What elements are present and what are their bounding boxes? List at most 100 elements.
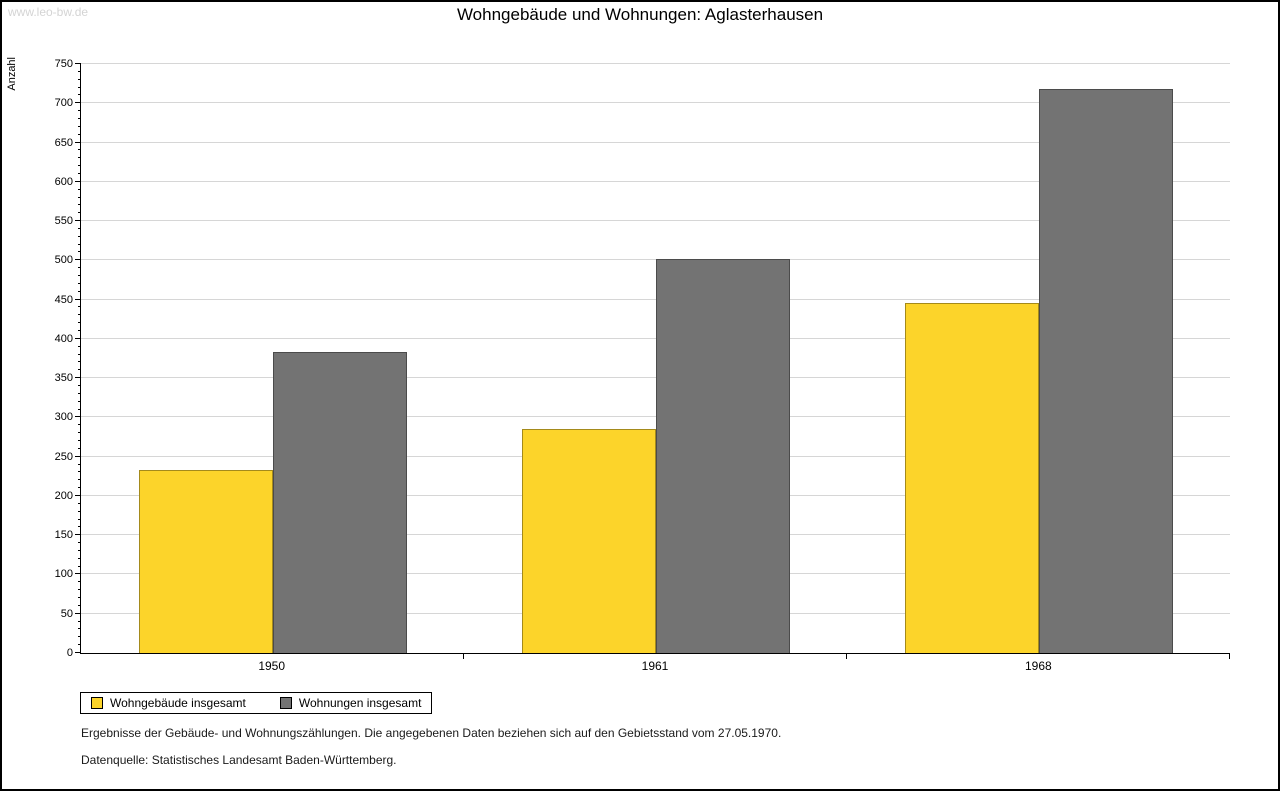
- y-tick-minor: [78, 345, 81, 347]
- y-tick-label: 0: [66, 647, 73, 659]
- y-tick-minor: [78, 353, 81, 355]
- y-tick-minor: [78, 125, 81, 127]
- y-tick-major: [75, 534, 81, 536]
- legend-item-wohnungen: Wohnungen insgesamt: [279, 696, 422, 710]
- y-tick-major: [75, 63, 81, 64]
- y-tick-minor: [78, 597, 81, 599]
- y-tick-label: 600: [54, 175, 73, 188]
- y-tick-minor: [78, 463, 81, 465]
- y-tick-minor: [78, 282, 81, 284]
- y-tick-minor: [78, 487, 81, 489]
- y-tick-minor: [78, 557, 81, 559]
- y-tick-minor: [78, 385, 81, 386]
- y-tick-major: [75, 141, 81, 143]
- y-tick-label: 550: [54, 215, 73, 228]
- y-tick-major: [75, 612, 81, 614]
- bar-1968-wohngebäude: [904, 302, 1039, 653]
- y-tick-minor: [78, 94, 81, 96]
- chart-title: Wohngebäude und Wohnungen: Aglasterhause…: [456, 5, 824, 24]
- y-tick-major: [75, 652, 81, 653]
- y-tick-minor: [78, 526, 81, 528]
- y-tick-minor: [78, 196, 81, 198]
- bar-1950-wohnungen: [272, 352, 407, 653]
- y-tick-minor: [78, 188, 81, 190]
- y-tick-minor: [78, 149, 81, 151]
- y-tick-label: 700: [54, 97, 73, 110]
- y-tick-minor: [78, 439, 81, 441]
- y-tick-major: [75, 102, 81, 104]
- y-tick-minor: [78, 479, 81, 481]
- y-tick-minor: [78, 620, 81, 622]
- y-tick-minor: [78, 227, 81, 229]
- y-tick-minor: [78, 542, 81, 544]
- y-tick-minor: [78, 636, 81, 638]
- y-tick-minor: [78, 212, 81, 214]
- y-tick-label: 200: [54, 489, 73, 502]
- plot-area: 0 50 100 150 200 250 300 350 400 450 500 550 600 650 7…: [55, 58, 1230, 659]
- y-tick-minor: [78, 290, 81, 292]
- y-tick-minor: [78, 322, 81, 324]
- bar-1961-wohngebäude: [521, 429, 656, 653]
- x-tick-label-1961: 1961: [641, 659, 669, 673]
- y-tick-minor: [78, 330, 81, 332]
- y-tick-major: [75, 416, 81, 418]
- y-tick-label: 400: [54, 332, 73, 345]
- y-tick-minor: [78, 117, 81, 119]
- y-tick-minor: [78, 432, 81, 434]
- footnotes: Ergebnisse der Gebäude- und Wohnungszähl…: [81, 726, 1231, 780]
- bar-1968-wohnungen: [1038, 89, 1173, 653]
- y-tick-minor: [78, 361, 81, 363]
- y-tick-minor: [78, 604, 81, 606]
- gridline: [81, 220, 1230, 222]
- y-tick-label: 300: [54, 411, 73, 424]
- footnote-source-note: Ergebnisse der Gebäude- und Wohnungszähl…: [81, 726, 782, 740]
- bars-layer: [81, 64, 1230, 653]
- y-tick-minor: [78, 306, 81, 308]
- x-tick: [462, 653, 464, 659]
- y-tick-label: 650: [54, 136, 73, 149]
- y-tick-minor: [78, 471, 81, 473]
- y-tick-minor: [78, 400, 81, 402]
- legend: Wohngebäude insgesamt Wohnungen insgesam…: [80, 692, 433, 714]
- y-tick-minor: [78, 78, 81, 80]
- y-tick-minor: [78, 70, 81, 72]
- y-tick-minor: [78, 369, 81, 371]
- y-tick-major: [75, 573, 81, 575]
- y-tick-minor: [78, 110, 81, 112]
- y-tick-minor: [78, 267, 81, 269]
- y-tick-label: 150: [54, 529, 73, 542]
- x-axis-labels: 1950 1961 1968: [80, 659, 1230, 673]
- y-tick-minor: [78, 157, 81, 159]
- y-tick-minor: [78, 589, 81, 591]
- legend-label-wohnungen: Wohnungen insgesamt: [298, 696, 422, 710]
- bar-1961-wohnungen: [655, 258, 790, 653]
- y-tick-minor: [78, 565, 81, 567]
- y-tick-label: 750: [54, 58, 73, 70]
- y-tick-minor: [78, 510, 81, 512]
- gridline: [81, 141, 1230, 143]
- y-tick-major: [75, 377, 81, 379]
- y-tick-label: 350: [54, 372, 73, 385]
- bar-group-1950: [81, 64, 464, 653]
- y-tick-minor: [78, 424, 81, 426]
- y-tick-minor: [78, 243, 81, 245]
- y-tick-minor: [78, 86, 81, 88]
- bar-group-1961: [464, 64, 847, 653]
- y-tick-minor: [78, 165, 81, 167]
- watermark: www.leo-bw.de: [8, 5, 89, 19]
- y-tick-major: [75, 220, 81, 222]
- y-tick-major: [75, 180, 81, 182]
- x-tick: [845, 653, 847, 659]
- y-tick-minor: [78, 581, 81, 583]
- gridline: [81, 102, 1230, 104]
- y-tick-minor: [78, 204, 81, 206]
- y-tick-minor: [78, 549, 81, 551]
- y-tick-minor: [78, 392, 81, 394]
- y-tick-minor: [78, 172, 81, 174]
- y-tick-label: 50: [60, 607, 73, 620]
- y-tick-minor: [78, 251, 81, 253]
- y-tick-minor: [78, 628, 81, 630]
- x-tick-label-1950: 1950: [258, 659, 286, 673]
- y-tick-label: 500: [54, 254, 73, 267]
